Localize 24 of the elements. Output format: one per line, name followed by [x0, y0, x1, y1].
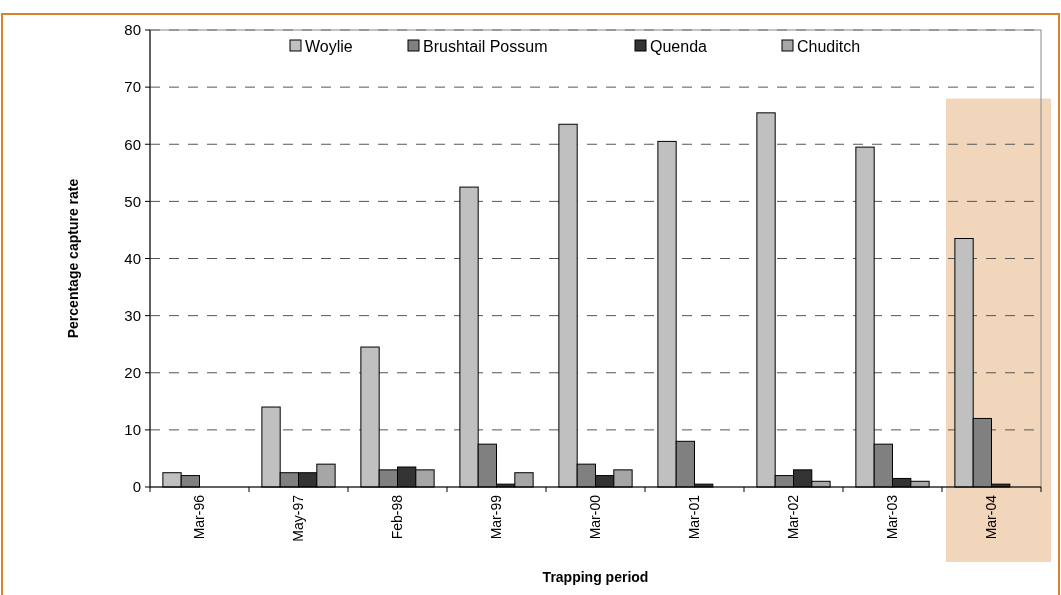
legend-label: Quenda [650, 37, 708, 55]
legend-label: Chuditch [797, 37, 861, 55]
x-tick-label: Mar-03 [884, 494, 901, 540]
x-tick-label: Mar-00 [587, 494, 604, 540]
y-tick-label: 40 [124, 249, 141, 267]
y-tick-label: 30 [124, 306, 141, 324]
y-tick-label: 0 [132, 478, 141, 496]
y-tick-label: 70 [124, 78, 141, 96]
x-tick-label: Mar-96 [191, 494, 208, 540]
y-tick-label: 80 [124, 21, 141, 39]
x-tick-label: Mar-04 [983, 494, 1000, 540]
x-tick-label: May-97 [290, 494, 307, 542]
x-tick-label: Mar-01 [686, 494, 703, 540]
y-axis-title: Percentage capture rate [65, 178, 81, 339]
x-tick-label: Mar-02 [785, 494, 802, 540]
legend-label: Brushtail Possum [423, 37, 548, 55]
y-tick-label: 10 [124, 421, 141, 439]
y-tick-label: 60 [124, 135, 141, 153]
x-tick-label: Feb-98 [389, 494, 406, 540]
x-axis-title: Trapping period [542, 569, 649, 585]
y-tick-label: 50 [124, 192, 141, 210]
legend-label: Woylie [305, 37, 353, 55]
y-tick-label: 20 [124, 364, 141, 381]
x-tick-label: Mar-99 [488, 494, 505, 540]
